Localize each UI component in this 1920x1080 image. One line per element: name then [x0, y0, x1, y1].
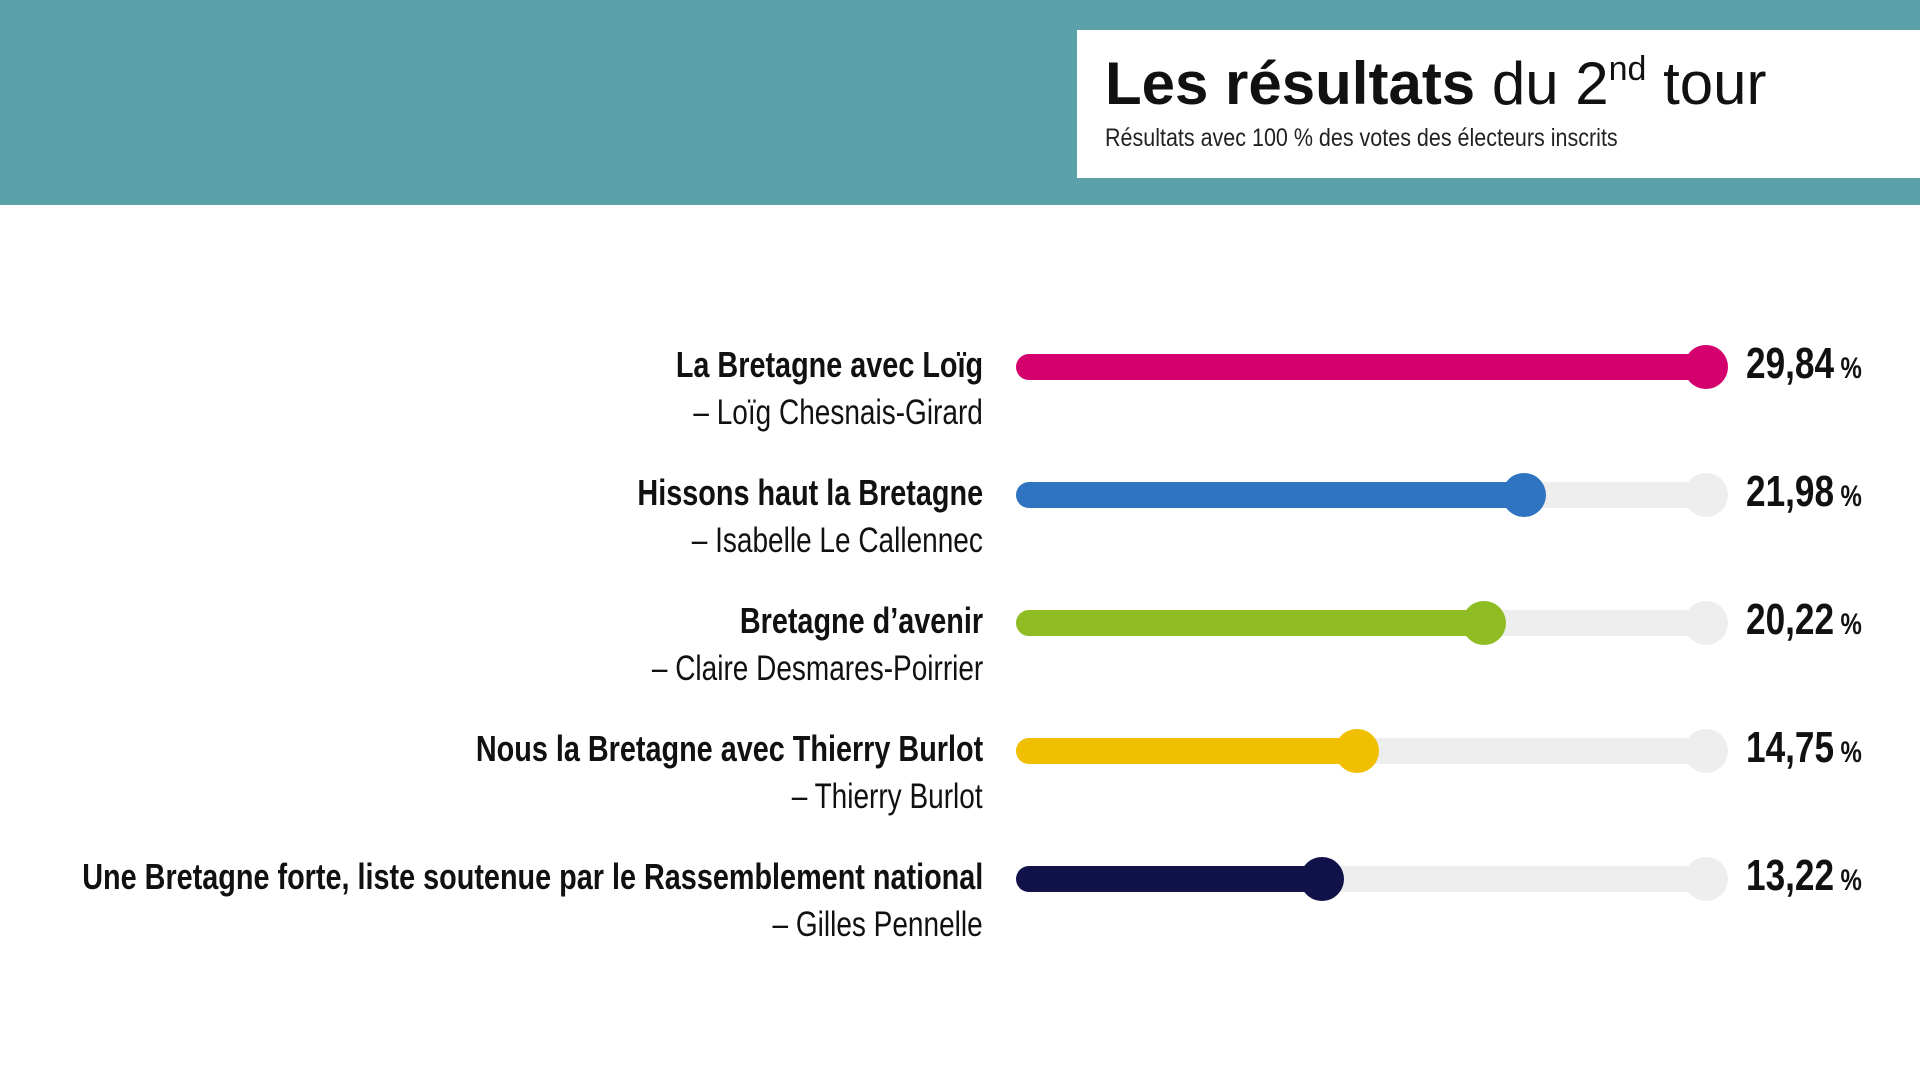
candidate-name-label: – Loïg Chesnais-Girard — [693, 393, 983, 432]
chart-subtitle: Résultats avec 100 % des votes des élect… — [1105, 124, 1618, 152]
list-name-label: La Bretagne avec Loïg — [675, 344, 983, 385]
bar-knob — [1461, 601, 1506, 645]
bar-fill — [1016, 354, 1706, 380]
bar-knob — [1335, 729, 1380, 773]
value-unit: % — [1840, 480, 1862, 513]
value-number: 21,98 — [1746, 467, 1835, 516]
value-label: 13,22% — [1746, 851, 1862, 901]
list-name-label: Hissons haut la Bretagne — [637, 472, 983, 513]
bar-knob — [1299, 857, 1344, 901]
value-number: 13,22 — [1746, 851, 1835, 900]
candidate-name-label: – Gilles Pennelle — [772, 905, 983, 944]
title-box: Les résultats du 2nd tour Résultats avec… — [1077, 30, 1920, 178]
list-name-label: Une Bretagne forte, liste soutenue par l… — [81, 856, 983, 897]
value-unit: % — [1840, 864, 1862, 897]
value-unit: % — [1840, 352, 1862, 385]
title-end: tour — [1663, 50, 1767, 117]
value-label: 29,84% — [1746, 339, 1862, 389]
list-name-label: Nous la Bretagne avec Thierry Burlot — [475, 728, 983, 769]
title-superscript: nd — [1608, 50, 1647, 88]
value-label: 21,98% — [1746, 467, 1862, 517]
value-number: 29,84 — [1746, 339, 1835, 388]
title-light: du 2 — [1491, 50, 1609, 117]
bar-track-end — [1684, 857, 1728, 901]
bar-fill — [1016, 738, 1358, 764]
bar-fill — [1016, 866, 1322, 892]
list-name-label: Bretagne d’avenir — [739, 600, 983, 641]
candidate-name-label: – Isabelle Le Callennec — [691, 521, 983, 560]
value-label: 20,22% — [1746, 595, 1862, 645]
value-unit: % — [1840, 736, 1862, 769]
chart-title: Les résultats du 2nd tour — [1105, 48, 1767, 120]
bar-track-end — [1684, 601, 1728, 645]
title-bold: Les résultats — [1105, 50, 1476, 117]
bar-knob — [1684, 345, 1728, 389]
bar-track-end — [1684, 473, 1728, 517]
candidate-name-label: – Thierry Burlot — [792, 777, 983, 816]
bar-track-end — [1684, 729, 1728, 773]
value-label: 14,75% — [1746, 723, 1862, 773]
bar-knob — [1502, 473, 1547, 517]
bar-fill — [1016, 610, 1484, 636]
value-unit: % — [1840, 608, 1862, 641]
candidate-name-label: – Claire Desmares-Poirrier — [651, 649, 983, 688]
bar-fill — [1016, 482, 1525, 508]
value-number: 20,22 — [1746, 595, 1835, 644]
value-number: 14,75 — [1746, 723, 1835, 772]
